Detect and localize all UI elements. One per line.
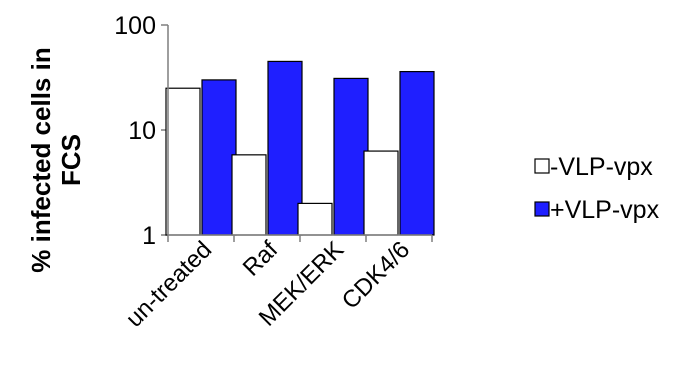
legend-label-1: +VLP-vpx <box>550 196 660 224</box>
y-tick-label: 1 <box>142 222 156 250</box>
legend: -VLP-vpx +VLP-vpx <box>534 153 660 224</box>
bar-plus-vlp-vpx-0 <box>201 79 237 236</box>
bar-minus-vlp-vpx-3 <box>363 150 399 236</box>
legend-label-0: -VLP-vpx <box>550 153 653 181</box>
legend-swatch-0 <box>534 158 550 174</box>
y-axis-ticks: 1 10 100 <box>114 12 168 250</box>
bar-plus-vlp-vpx-2 <box>333 77 369 236</box>
y-tick-label: 100 <box>114 12 156 40</box>
y-axis-label-line-1: FCS <box>56 134 86 186</box>
y-tick-label: 10 <box>128 117 156 145</box>
y-axis-label: % infected cells in FCS <box>26 47 86 272</box>
x-category-label-1: Raf <box>238 236 284 282</box>
bar-minus-vlp-vpx-0 <box>165 87 201 236</box>
bar-minus-vlp-vpx-2 <box>297 202 333 236</box>
bar-plus-vlp-vpx-1 <box>267 60 303 236</box>
legend-swatch-1 <box>534 201 550 217</box>
bar-plus-vlp-vpx-3 <box>399 70 435 236</box>
x-category-label-0: un-treated <box>121 236 217 332</box>
x-category-label-3: CDK4/6 <box>337 236 416 315</box>
bars <box>165 60 435 236</box>
bar-minus-vlp-vpx-1 <box>231 154 267 236</box>
y-axis-label-line-0: % infected cells in <box>26 47 56 272</box>
